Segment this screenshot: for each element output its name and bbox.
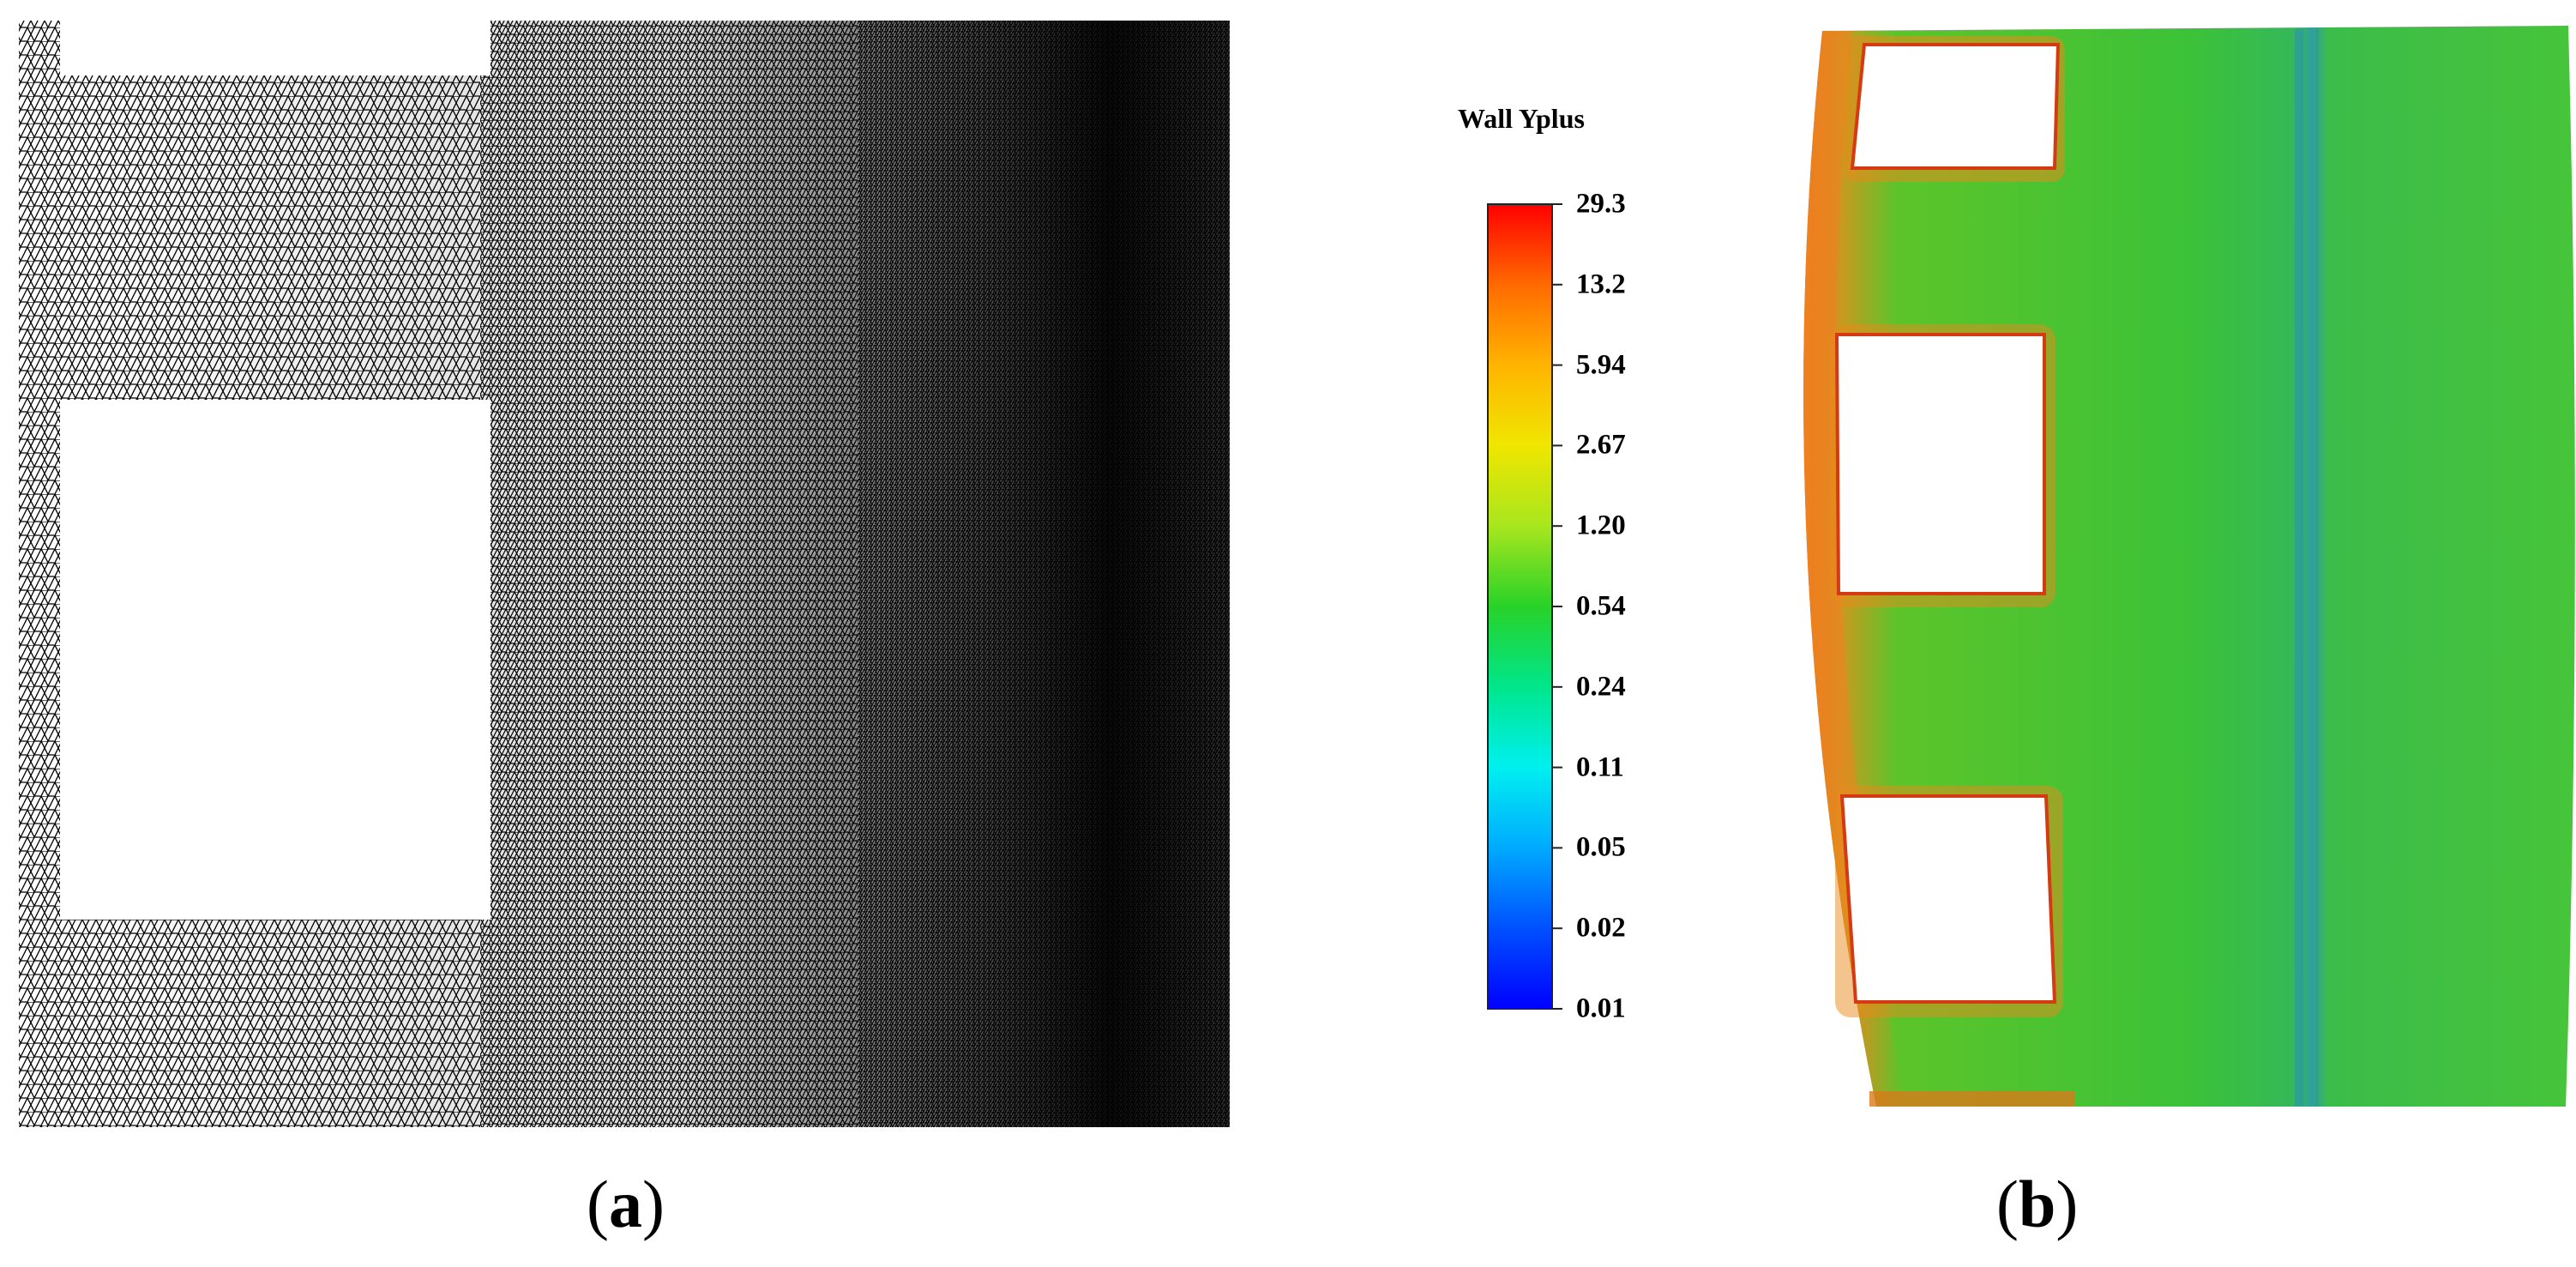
colorbar-tick-label: 0.24 <box>1576 671 1626 703</box>
cylinder-contour <box>1803 26 2575 1107</box>
caption-b: (b) <box>1996 1167 2079 1241</box>
colorbar-tick-label: 5.94 <box>1576 349 1626 381</box>
colorbar-tick-label: 29.3 <box>1576 188 1626 220</box>
legend-title: Wall Yplus <box>1458 103 1585 134</box>
colorbar-ticks <box>1552 203 1562 1010</box>
colorbar-tick-label: 0.54 <box>1576 590 1626 622</box>
colorbar-tick-label: 0.01 <box>1576 992 1626 1024</box>
colorbar-gradient <box>1487 203 1553 1010</box>
mesh-middle-opening <box>60 400 491 920</box>
mesh-top-opening <box>60 21 491 75</box>
colorbar-tick-label: 0.02 <box>1576 912 1626 944</box>
colorbar-tick-label: 2.67 <box>1576 429 1626 461</box>
colorbar-tick-label: 1.20 <box>1576 510 1626 541</box>
cylinder-top-window <box>1850 43 2061 170</box>
cylinder-bottom-window <box>1839 794 2057 1004</box>
cylinder-middle-window <box>1834 333 2046 595</box>
colorbar-tick-label: 0.11 <box>1576 751 1624 783</box>
colorbar <box>1487 203 1562 1010</box>
caption-a: (a) <box>587 1167 665 1241</box>
mesh-panel <box>19 21 1230 1127</box>
colorbar-tick-label: 0.05 <box>1576 831 1626 863</box>
colorbar-tick-label: 13.2 <box>1576 268 1626 300</box>
